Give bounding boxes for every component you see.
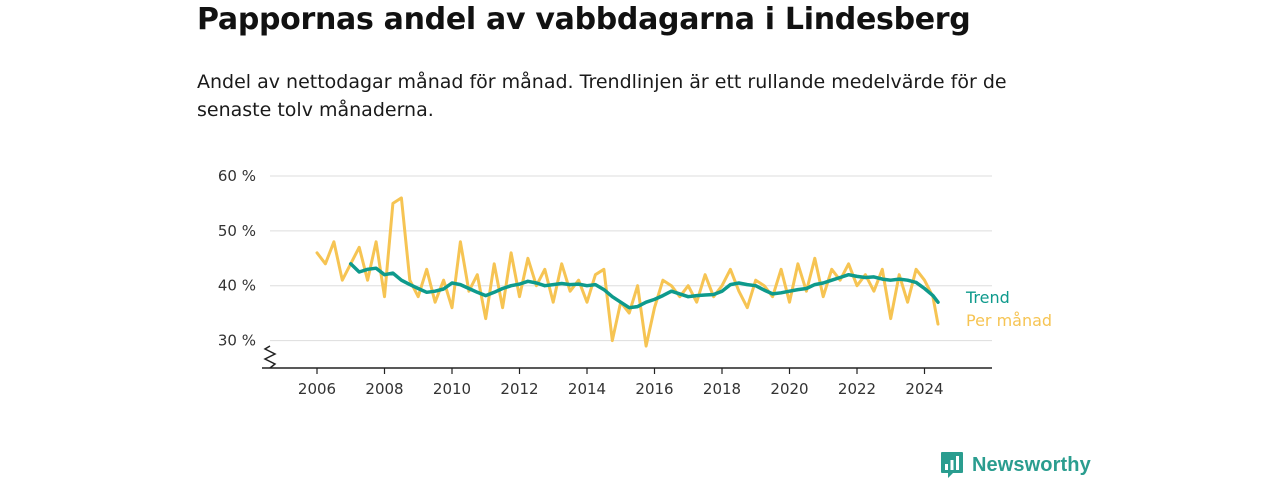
x-tick-label: 2010	[433, 380, 471, 398]
chart-subtitle: Andel av nettodagar månad för månad. Tre…	[197, 71, 1007, 121]
trend-series-line	[348, 262, 940, 310]
y-tick-label: 60 %	[218, 167, 256, 185]
monthly-series-line	[315, 196, 940, 348]
series-labels: Trend Per månad	[965, 288, 1052, 330]
series-lines	[315, 196, 940, 348]
x-tick-label: 2022	[838, 380, 876, 398]
x-tick-label: 2024	[905, 380, 943, 398]
x-tick-label: 2018	[703, 380, 741, 398]
y-tick-label: 40 %	[218, 277, 256, 295]
newsworthy-logo-icon	[941, 452, 963, 478]
x-tick-label: 2020	[770, 380, 808, 398]
x-tick-label: 2008	[365, 380, 403, 398]
x-tick-label: 2014	[568, 380, 606, 398]
brand-name: Newsworthy	[972, 453, 1091, 476]
axis-break-marker	[263, 345, 277, 369]
x-tick-label: 2016	[635, 380, 673, 398]
x-axis: 2006 2008 2010 2012 2014 2016 2018 2020 2022 2024	[262, 345, 992, 398]
trend-label: Trend	[965, 288, 1010, 307]
brand-logo: Newsworthy	[940, 451, 1091, 479]
monthly-label: Per månad	[966, 311, 1052, 330]
y-axis: 30 % 40 % 50 % 60 %	[218, 167, 256, 350]
chart-title: Pappornas andel av vabbdagarna i Lindesb…	[197, 2, 971, 37]
y-tick-label: 30 %	[218, 332, 256, 350]
y-tick-label: 50 %	[218, 222, 256, 240]
x-tick-label: 2012	[500, 380, 538, 398]
x-tick-label: 2006	[298, 380, 336, 398]
